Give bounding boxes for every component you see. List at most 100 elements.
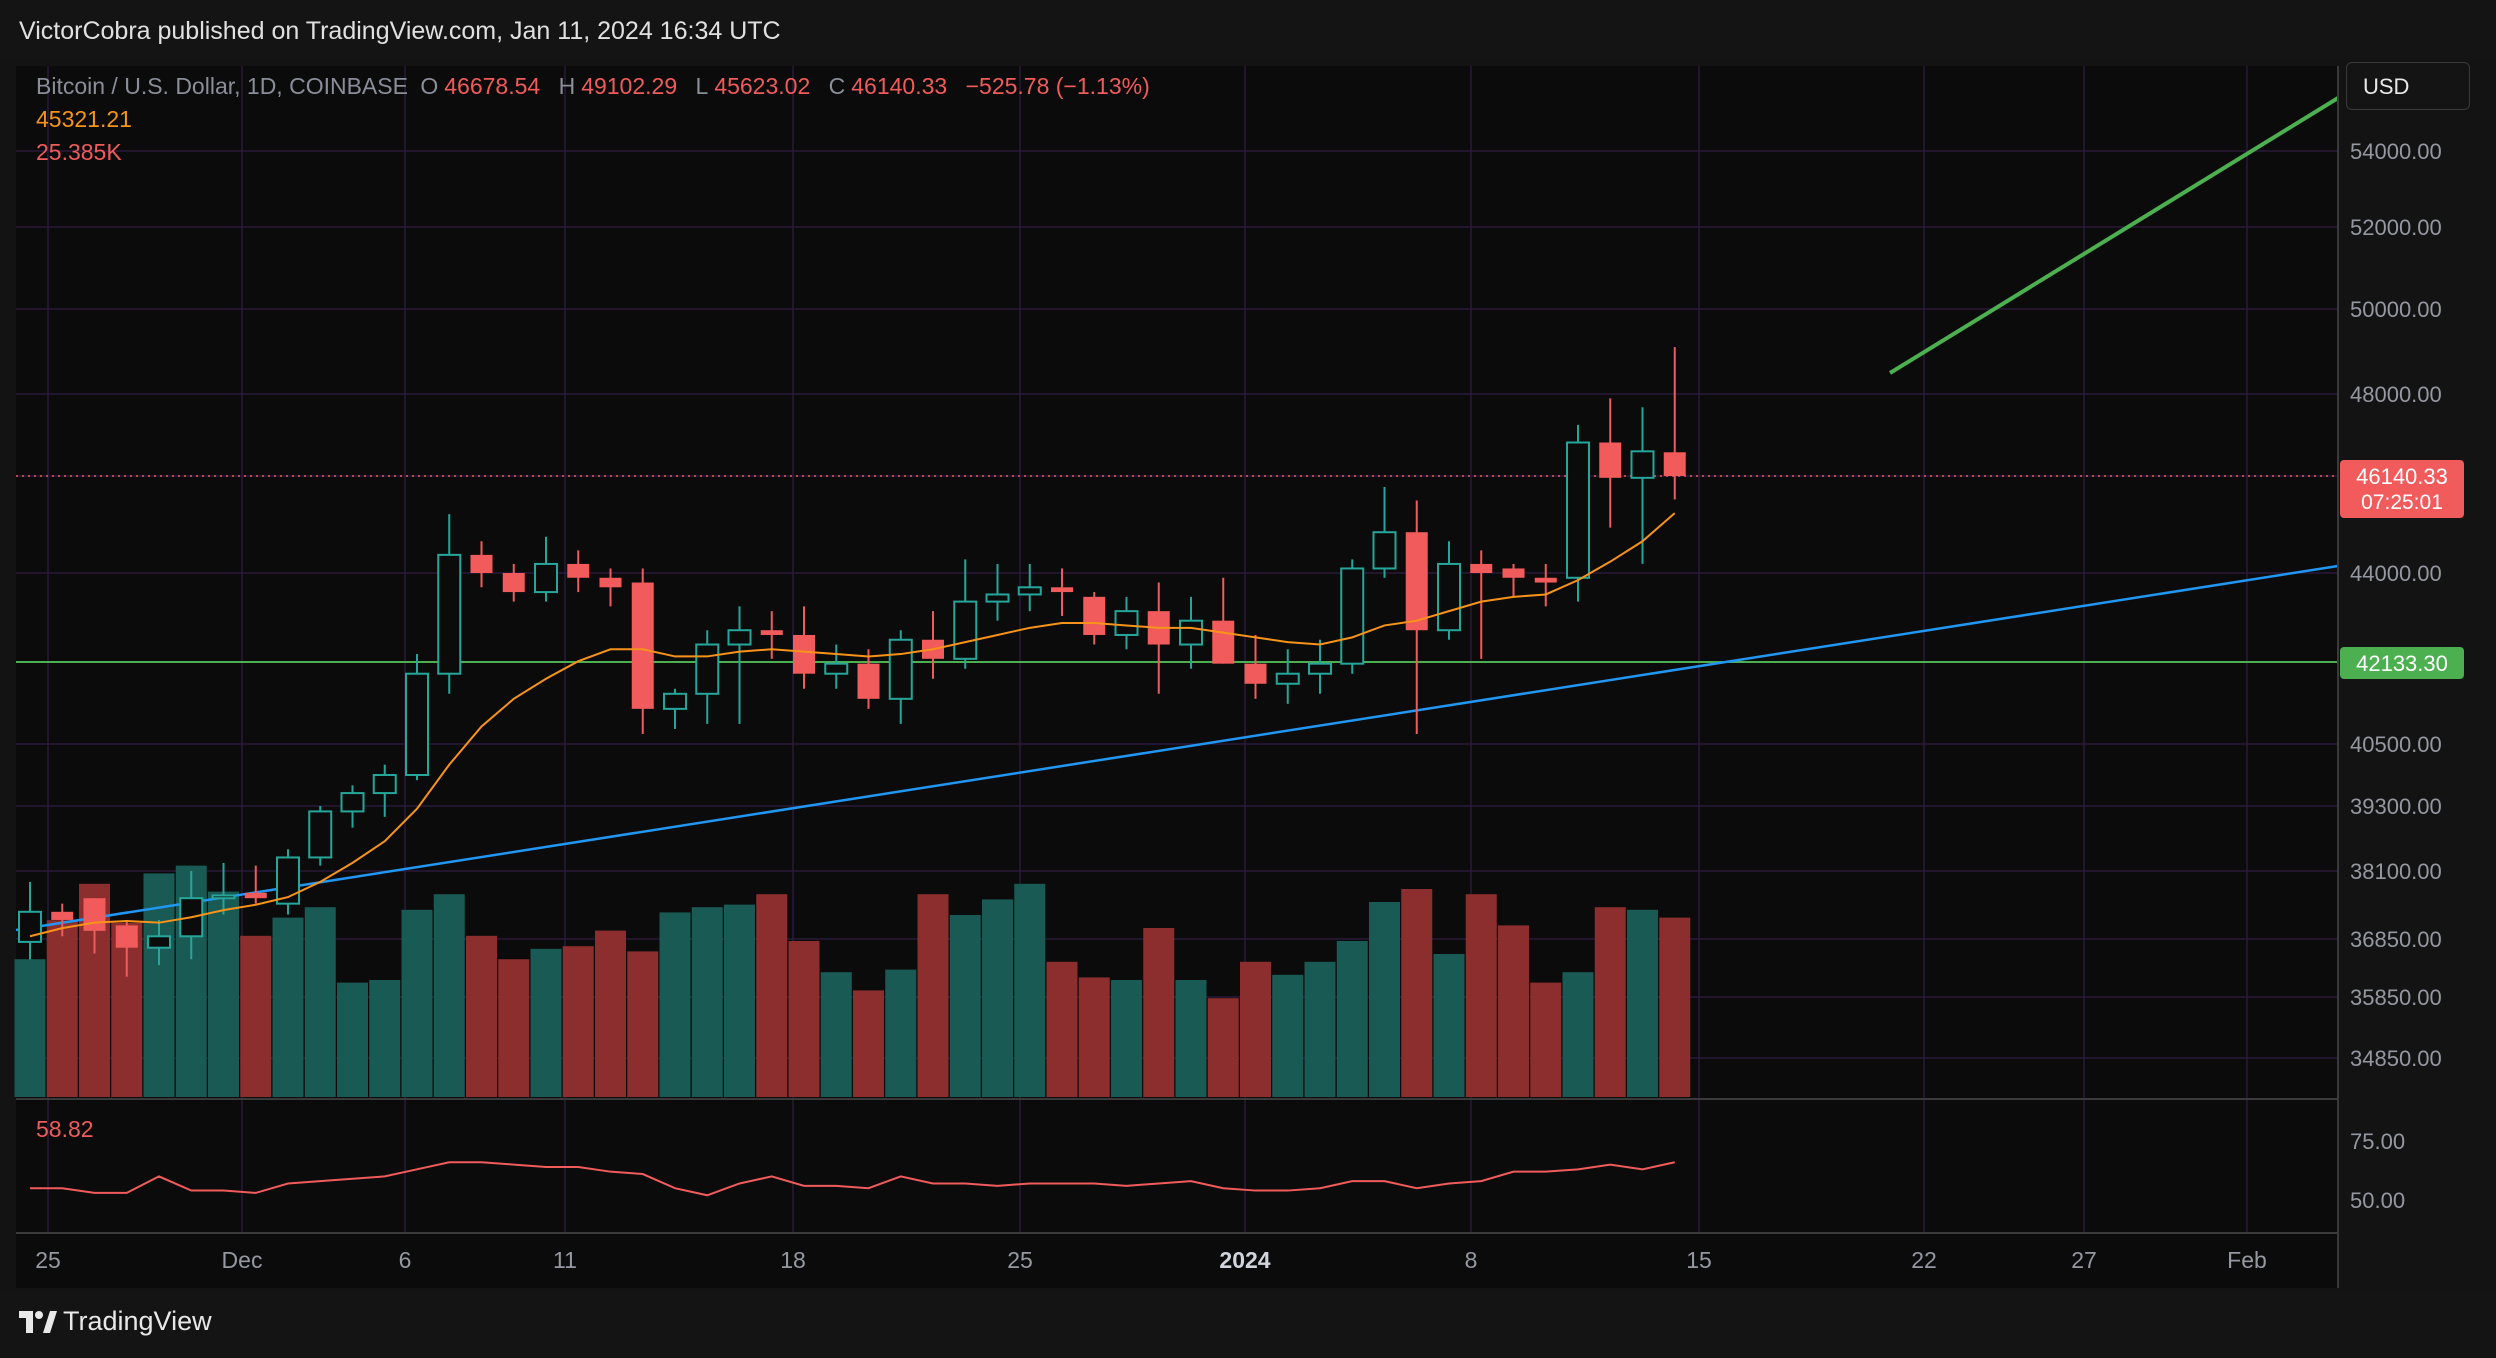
candle-body-47 <box>1534 577 1557 583</box>
volume-bar-13 <box>433 894 465 1097</box>
volume-bar-42 <box>1369 902 1400 1097</box>
currency-button[interactable]: USD <box>2346 62 2470 110</box>
support-price-tag <box>2340 647 2464 679</box>
volume-bars <box>14 865 1691 1097</box>
volume-bar-45 <box>1465 894 1497 1097</box>
candle-body-18 <box>599 577 622 588</box>
y-tick-label-4: 44000.00 <box>2350 561 2442 586</box>
tradingview-logo[interactable]: TradingView <box>19 1306 212 1337</box>
chart-background <box>16 66 2338 1288</box>
candle-body-40 <box>1308 662 1332 675</box>
candle-body-36 <box>1179 619 1203 646</box>
x-tick-label-11: Feb <box>2227 1247 2267 1273</box>
candle-body-46 <box>1502 568 1525 578</box>
volume-bar-46 <box>1498 925 1529 1097</box>
x-tick-label-3: 11 <box>553 1247 577 1273</box>
candle-body-16 <box>534 562 558 594</box>
legend-high-label: H <box>558 73 576 99</box>
volume-bar-15 <box>498 959 530 1097</box>
volume-bar-31 <box>1014 883 1046 1097</box>
volume-bar-50 <box>1627 909 1658 1097</box>
candle-body-13 <box>437 553 462 675</box>
trend-lines <box>15 96 2340 932</box>
volume-bar-29 <box>949 915 981 1097</box>
volume-bar-41 <box>1336 941 1368 1097</box>
volume-bar-39 <box>1272 974 1304 1097</box>
legend-ma-value: 45321.21 <box>36 106 132 132</box>
candle-body-4 <box>147 935 171 949</box>
x-tick-label-5: 25 <box>1007 1247 1033 1273</box>
volume-bar-47 <box>1530 982 1562 1097</box>
volume-bar-22 <box>724 904 755 1097</box>
ascending-trendline <box>15 564 2339 932</box>
candle-body-44 <box>1437 562 1461 632</box>
volume-bar-21 <box>691 907 723 1097</box>
candle-body-12 <box>405 672 429 776</box>
volume-bar-38 <box>1240 961 1271 1097</box>
candle-body-33 <box>1083 596 1106 635</box>
projection-trendline <box>1888 96 2340 375</box>
candle-body-15 <box>502 573 525 593</box>
candle-body-17 <box>567 563 590 578</box>
y-tick-label-5: 40500.00 <box>2350 732 2442 757</box>
candle-body-45 <box>1470 563 1493 573</box>
volume-bar-8 <box>272 917 304 1097</box>
x-tick-label-0: 25 <box>35 1247 61 1273</box>
volume-bar-48 <box>1562 972 1594 1097</box>
candle-body-3 <box>115 925 138 948</box>
volume-bar-32 <box>1046 961 1078 1097</box>
volume-bar-19 <box>627 951 659 1097</box>
candle-body-26 <box>857 663 880 699</box>
candle-body-31 <box>1017 586 1042 596</box>
volume-bar-6 <box>208 891 239 1097</box>
candle-body-20 <box>663 692 687 710</box>
last-price-tag-value: 46140.33 <box>2356 464 2448 489</box>
x-tick-label-8: 15 <box>1686 1247 1712 1273</box>
last-price-tag-countdown: 07:25:01 <box>2361 491 2443 514</box>
y-tick-label-3: 48000.00 <box>2350 382 2442 407</box>
legend-volume-value: 25.385K <box>36 139 122 165</box>
tradingview-logo-icon <box>19 1310 57 1333</box>
candle-body-38 <box>1244 663 1267 684</box>
y-tick-label-7: 38100.00 <box>2350 859 2442 884</box>
candle-body-37 <box>1212 620 1235 664</box>
volume-bar-17 <box>562 946 594 1097</box>
chart-legend: Bitcoin / U.S. Dollar, 1D, COINBASE O 466… <box>36 70 1156 169</box>
candle-body-32 <box>1051 587 1073 593</box>
x-tick-label-7: 8 <box>1465 1247 1478 1273</box>
volume-bar-36 <box>1175 980 1207 1097</box>
candle-body-51 <box>1663 452 1686 476</box>
volume-bar-18 <box>595 930 626 1097</box>
candle-body-34 <box>1114 610 1139 636</box>
volume-bar-23 <box>756 894 788 1097</box>
candle-body-24 <box>793 634 815 674</box>
y-tick-label-1: 52000.00 <box>2350 215 2442 240</box>
candle-body-25 <box>824 662 849 675</box>
candle-body-23 <box>760 630 783 635</box>
candle-body-27 <box>888 638 913 700</box>
legend-low: 45623.02 <box>714 73 811 99</box>
candle-body-10 <box>340 792 365 813</box>
candle-body-6 <box>211 894 236 900</box>
last-price-tag <box>2340 460 2464 518</box>
y-tick-label-8: 36850.00 <box>2350 927 2442 952</box>
volume-bar-9 <box>304 907 336 1097</box>
volume-bar-37 <box>1207 998 1239 1097</box>
candle-body-42 <box>1372 531 1397 570</box>
volume-bar-25 <box>820 972 852 1097</box>
volume-bar-28 <box>917 894 949 1097</box>
candle-body-14 <box>470 554 493 573</box>
rsi-pane <box>16 1098 2338 1234</box>
candle-body-11 <box>372 774 397 795</box>
volume-bar-30 <box>982 899 1013 1097</box>
x-tick-label-1: Dec <box>222 1247 263 1273</box>
candle-body-1 <box>51 911 74 920</box>
x-tick-label-9: 22 <box>1911 1247 1937 1273</box>
candle-body-30 <box>985 593 1010 603</box>
volume-bar-44 <box>1433 954 1465 1097</box>
volume-bar-7 <box>240 935 272 1097</box>
candle-body-29 <box>953 600 978 660</box>
x-tick-label-10: 27 <box>2071 1247 2097 1273</box>
legend-close-label: C <box>828 73 846 99</box>
